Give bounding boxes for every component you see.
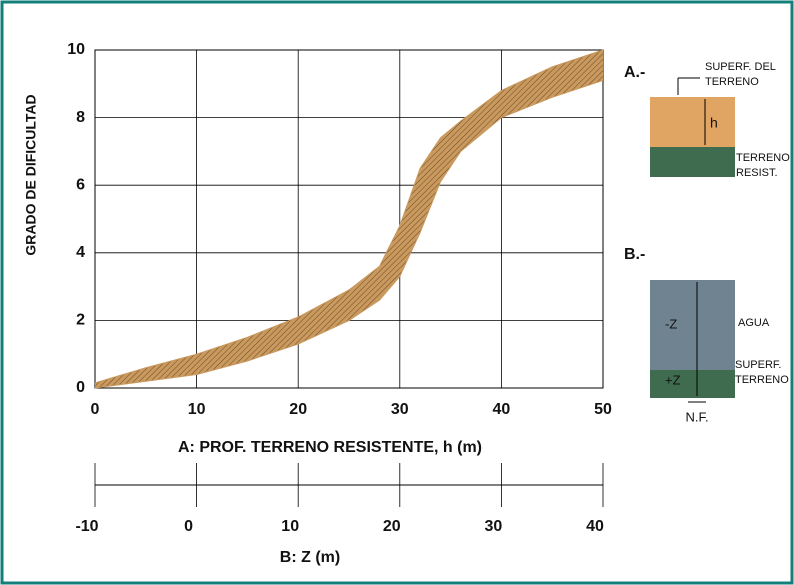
water-layer <box>650 280 735 370</box>
x2-tick-label: -10 <box>75 518 98 535</box>
label: +Z <box>665 372 681 387</box>
y-axis-label: GRADO DE DIFICULTAD <box>23 94 39 255</box>
label: -Z <box>665 316 677 331</box>
diagram-b: B.- -Z AGUA +Z SUPERF. TERRENO N.F. <box>624 246 789 424</box>
label: B.- <box>624 246 645 263</box>
y-tick-label: 6 <box>76 176 85 193</box>
y-tick-label: 4 <box>76 244 85 261</box>
x-tick-label: 40 <box>493 401 511 418</box>
label: SUPERF. DEL <box>705 61 776 73</box>
band-edge <box>94 79 604 389</box>
x-tick-label: 20 <box>289 401 307 418</box>
rock-layer <box>650 147 735 177</box>
x-tick-label: 50 <box>594 401 612 418</box>
label: N.F. <box>685 409 708 424</box>
diagram-a: A.- SUPERF. DEL TERRENO h TERRENO RESIST… <box>624 61 790 179</box>
x2-axis-label: B: Z (m) <box>280 549 340 566</box>
label: TERRENO <box>736 152 790 164</box>
x-tick-label: 0 <box>91 401 100 418</box>
x2-tick-label: 10 <box>281 518 299 535</box>
label: A.- <box>624 64 645 81</box>
x2-tick-label: 40 <box>586 518 604 535</box>
band-fill <box>95 50 603 388</box>
y-tick-label: 10 <box>67 41 85 58</box>
x-tick-label: 10 <box>188 401 206 418</box>
soil-layer <box>650 97 735 147</box>
y-tick-label: 8 <box>76 109 85 126</box>
label: TERRENO <box>735 374 789 386</box>
x-tick-label: 30 <box>391 401 409 418</box>
label: h <box>710 115 718 131</box>
label: AGUA <box>738 317 770 329</box>
x2-tick-label: 30 <box>485 518 503 535</box>
y-tick-label: 0 <box>76 379 85 396</box>
label: SUPERF. <box>735 359 781 371</box>
label: RESIST. <box>736 167 778 179</box>
x2-tick-label: 0 <box>184 518 193 535</box>
band-edge <box>94 49 604 384</box>
x-axis-label: A: PROF. TERRENO RESISTENTE, h (m) <box>178 439 482 456</box>
label: TERRENO <box>705 76 759 88</box>
y-tick-label: 2 <box>76 312 85 329</box>
ground-layer <box>650 370 735 398</box>
x2-tick-label: 20 <box>383 518 401 535</box>
